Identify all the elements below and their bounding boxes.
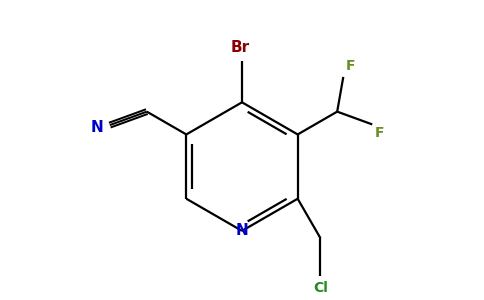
Text: Br: Br bbox=[230, 40, 249, 55]
Text: N: N bbox=[91, 120, 104, 135]
Text: F: F bbox=[374, 127, 384, 140]
Text: F: F bbox=[346, 59, 355, 73]
Text: Cl: Cl bbox=[313, 280, 328, 295]
Text: N: N bbox=[236, 224, 248, 238]
